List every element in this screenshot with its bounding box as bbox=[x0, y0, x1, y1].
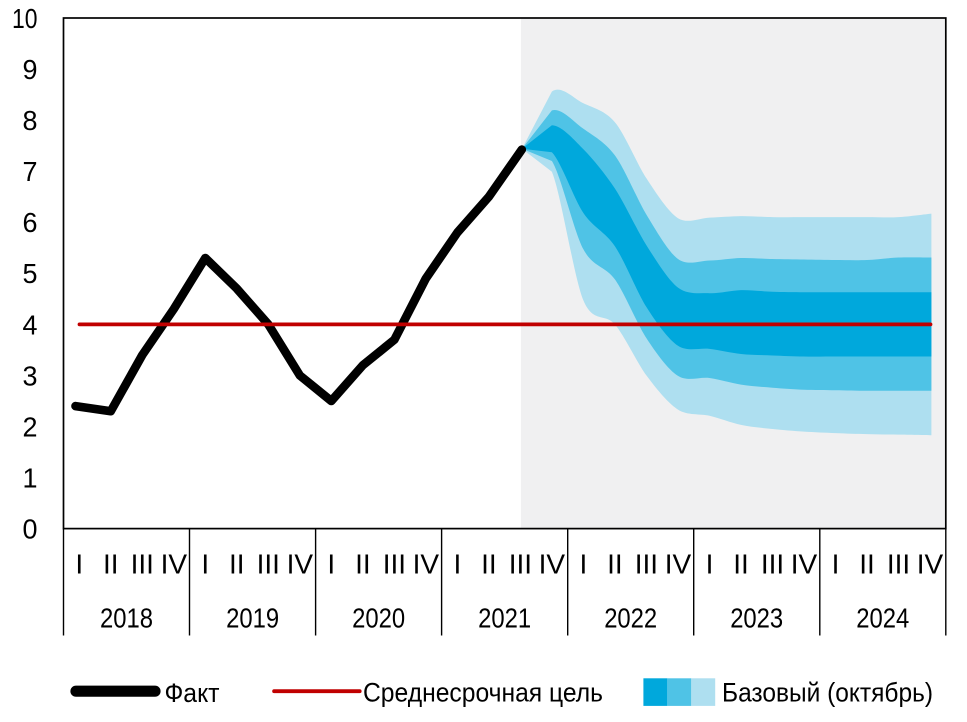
svg-text:III: III bbox=[257, 548, 280, 579]
svg-text:Базовый (октябрь): Базовый (октябрь) bbox=[722, 678, 933, 708]
svg-text:2021: 2021 bbox=[478, 603, 531, 634]
svg-text:IV: IV bbox=[917, 548, 944, 579]
svg-text:Факт: Факт bbox=[165, 678, 220, 708]
svg-text:2024: 2024 bbox=[856, 603, 909, 634]
svg-text:2019: 2019 bbox=[226, 603, 279, 634]
svg-text:IV: IV bbox=[539, 548, 566, 579]
svg-text:II: II bbox=[733, 548, 749, 579]
svg-text:IV: IV bbox=[665, 548, 692, 579]
svg-text:Среднесрочная цель: Среднесрочная цель bbox=[363, 678, 603, 708]
svg-text:8: 8 bbox=[23, 105, 38, 136]
svg-text:II: II bbox=[355, 548, 371, 579]
svg-text:IV: IV bbox=[161, 548, 188, 579]
svg-text:IV: IV bbox=[287, 548, 314, 579]
svg-text:2: 2 bbox=[23, 411, 38, 442]
svg-text:II: II bbox=[229, 548, 245, 579]
svg-text:III: III bbox=[887, 548, 910, 579]
svg-text:2018: 2018 bbox=[100, 603, 153, 634]
svg-text:III: III bbox=[509, 548, 532, 579]
svg-text:2023: 2023 bbox=[730, 603, 783, 634]
svg-text:I: I bbox=[454, 548, 462, 579]
svg-text:7: 7 bbox=[23, 156, 38, 187]
svg-text:4: 4 bbox=[23, 309, 38, 340]
svg-text:5: 5 bbox=[23, 258, 38, 289]
svg-text:0: 0 bbox=[23, 514, 38, 545]
svg-text:9: 9 bbox=[23, 54, 38, 85]
svg-text:I: I bbox=[706, 548, 714, 579]
svg-text:I: I bbox=[201, 548, 209, 579]
svg-text:I: I bbox=[580, 548, 588, 579]
svg-text:3: 3 bbox=[23, 360, 38, 391]
svg-text:III: III bbox=[383, 548, 406, 579]
svg-text:I: I bbox=[832, 548, 840, 579]
svg-text:10: 10 bbox=[12, 3, 38, 34]
svg-text:2022: 2022 bbox=[604, 603, 657, 634]
svg-text:II: II bbox=[607, 548, 623, 579]
svg-text:III: III bbox=[761, 548, 784, 579]
svg-text:III: III bbox=[131, 548, 154, 579]
svg-text:II: II bbox=[481, 548, 497, 579]
svg-text:II: II bbox=[103, 548, 119, 579]
svg-text:IV: IV bbox=[791, 548, 818, 579]
svg-text:I: I bbox=[75, 548, 83, 579]
svg-text:IV: IV bbox=[413, 548, 440, 579]
svg-text:III: III bbox=[635, 548, 658, 579]
svg-text:II: II bbox=[859, 548, 875, 579]
svg-text:6: 6 bbox=[23, 207, 38, 238]
svg-text:I: I bbox=[327, 548, 335, 579]
svg-text:2020: 2020 bbox=[352, 603, 405, 634]
svg-text:1: 1 bbox=[23, 462, 38, 493]
